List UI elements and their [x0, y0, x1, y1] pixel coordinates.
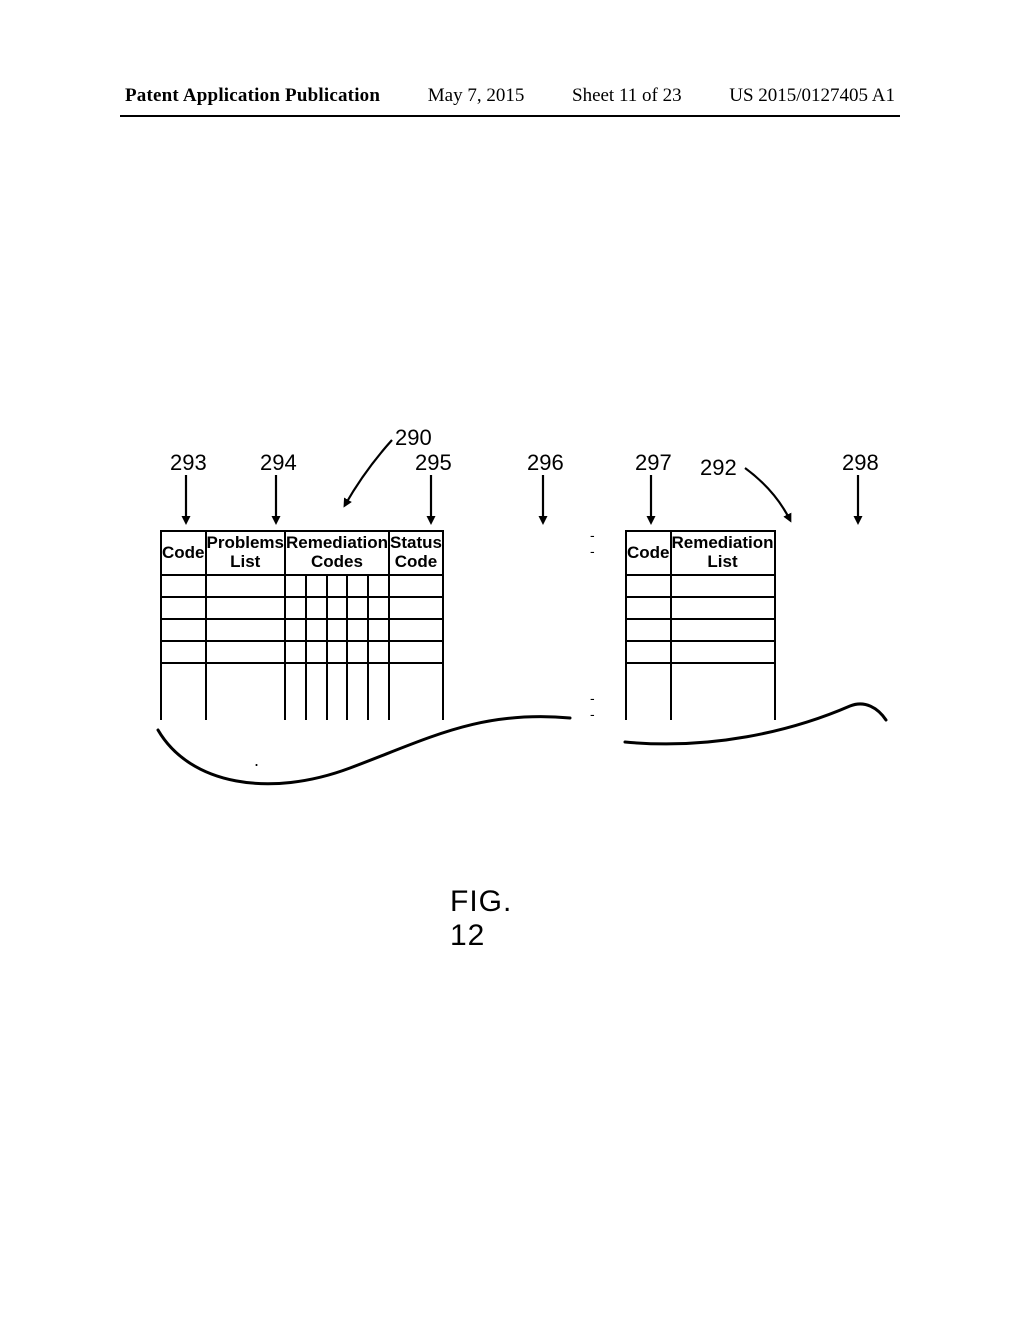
remediation-table: CodeRemediationList: [625, 530, 776, 720]
col-problems-list: Problems List: [206, 531, 285, 575]
col-remediation-codes: RemediationCodes: [285, 531, 389, 575]
table-row: [626, 663, 775, 720]
table-ellipsis: . . .: [254, 750, 265, 813]
figure-label: FIG. 12: [450, 885, 512, 953]
col-code: Code: [626, 531, 671, 575]
table-row: [161, 619, 443, 641]
table-row: [626, 575, 775, 597]
table-row: [626, 597, 775, 619]
col-remediation-list: RemediationList: [671, 531, 775, 575]
table-row: [626, 641, 775, 663]
table-row: [161, 597, 443, 619]
table-row: [161, 641, 443, 663]
page: Patent Application Publication May 7, 20…: [0, 0, 1020, 1320]
table-row: [161, 575, 443, 597]
table-row: [626, 619, 775, 641]
col-status-code: StatusCode: [389, 531, 443, 575]
gap-dash-bottom: - -: [590, 690, 598, 722]
table-row: [161, 663, 443, 720]
col-code: Code: [161, 531, 206, 575]
gap-dash-top: - -: [590, 527, 598, 559]
problems-table: CodeProblems ListRemediationCodesStatusC…: [160, 530, 444, 720]
leader-arrows: [0, 0, 1020, 900]
